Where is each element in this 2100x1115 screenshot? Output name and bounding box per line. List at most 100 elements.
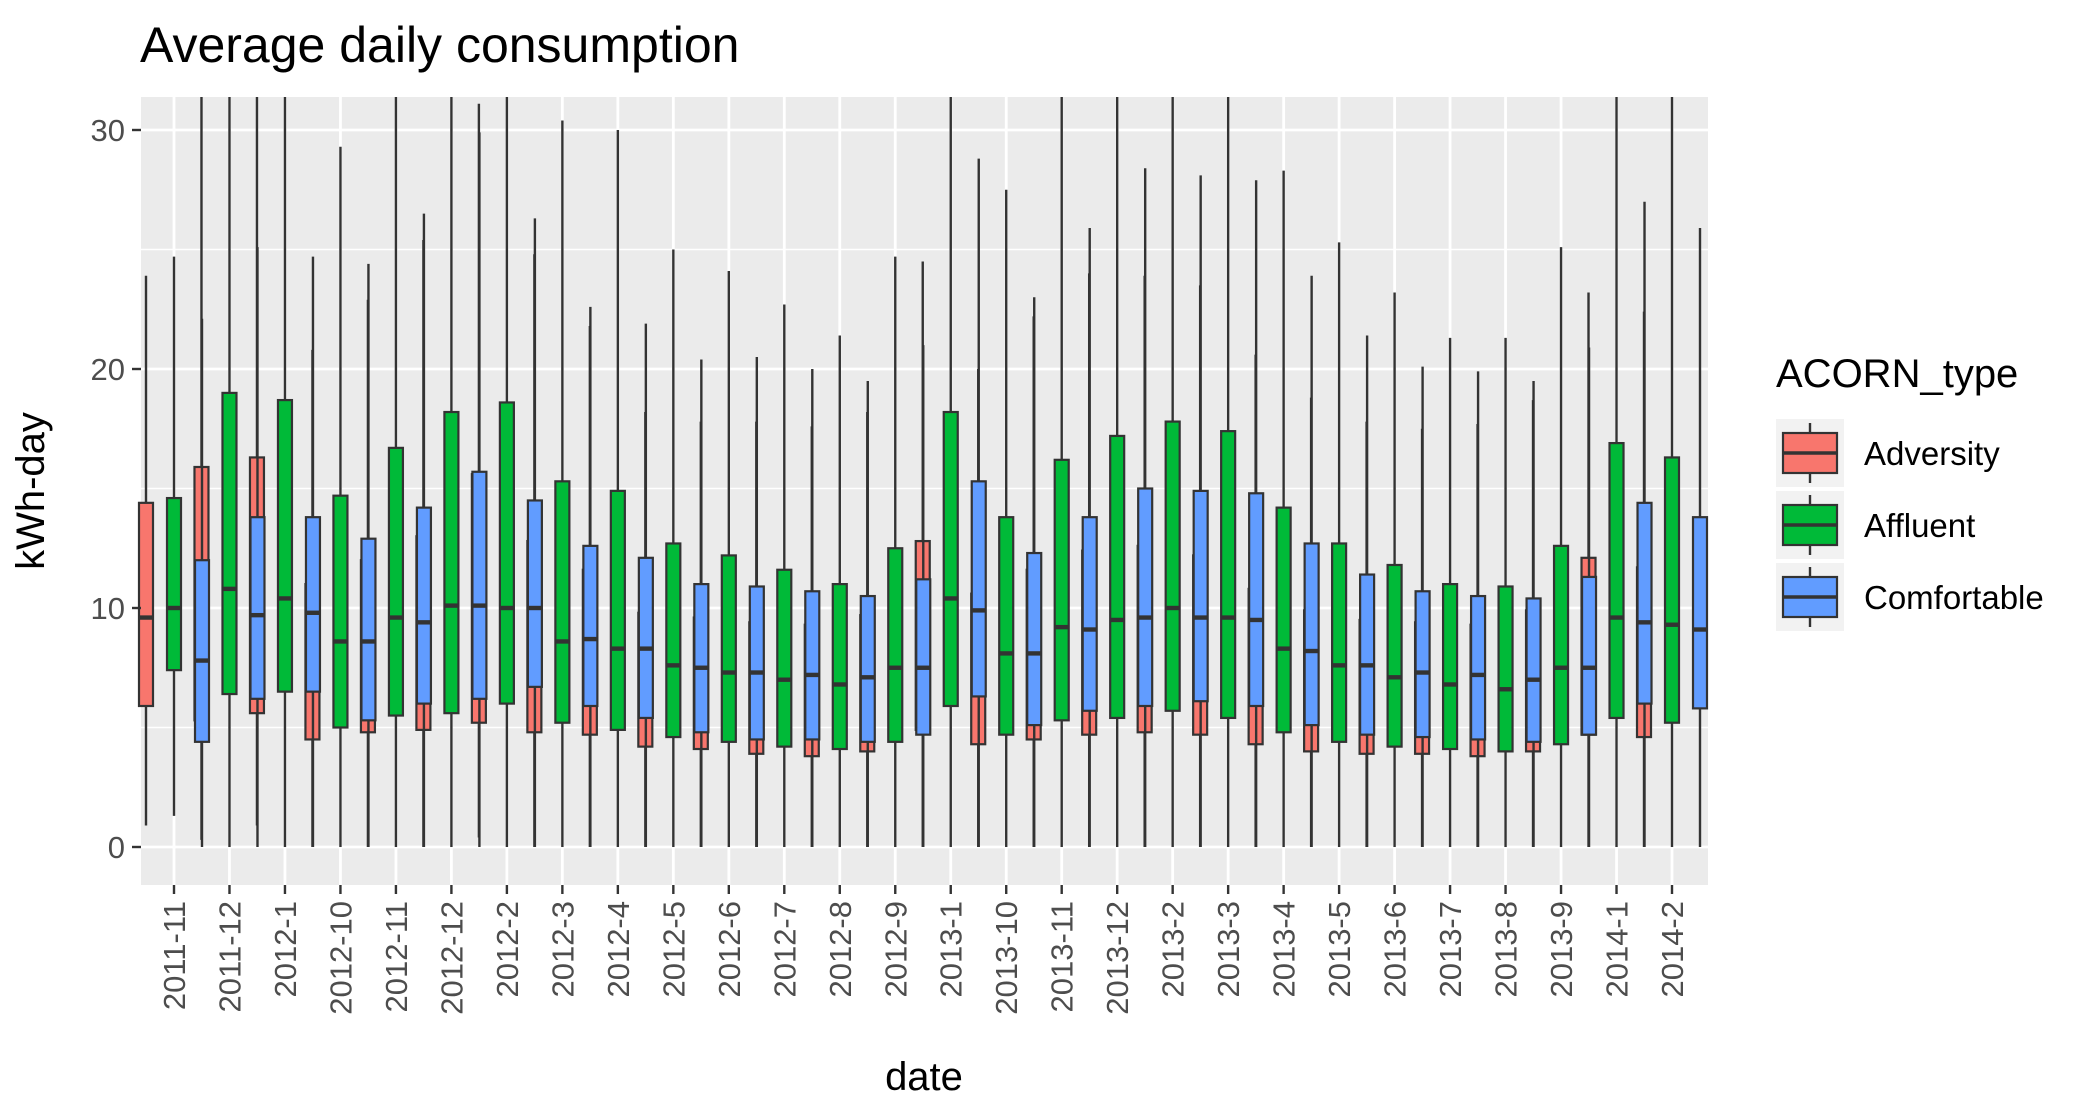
box-iqr [1691,516,1709,710]
legend-label: Adversity [1864,435,2000,472]
x-tick-label: 2012-2 [490,901,525,998]
box-comfortable [1469,371,1487,847]
legend-title: ACORN_type [1776,352,2018,396]
box-iqr [1331,542,1348,743]
x-tick-label: 2014-1 [1600,901,1635,998]
x-tick-label: 2011-12 [212,901,247,1012]
box-comfortable [360,263,377,847]
box-iqr [165,496,183,672]
box-affluent [387,97,405,847]
box-adversity [137,275,155,826]
x-axis: 2011-11 2011-12 2012-1 2012-10 2012-11 2012-1… [157,885,1690,1015]
box-iqr [1359,573,1376,736]
box-iqr [1663,456,1681,724]
box-affluent [498,97,515,847]
box-comfortable [637,323,654,847]
box-iqr [859,594,876,743]
series-affluent [165,97,1681,847]
box-iqr [443,410,460,715]
box-affluent [1220,97,1237,847]
box-iqr [1636,501,1653,705]
x-tick-label: 2012-10 [323,901,358,1015]
box-iqr [360,537,377,722]
box-iqr [304,516,322,693]
box-iqr [1525,597,1542,743]
box-affluent [1663,97,1681,847]
box-iqr [1608,441,1625,720]
box-iqr [137,501,155,708]
box-iqr [1386,563,1403,748]
box-iqr [720,554,737,743]
box-iqr [1081,516,1098,712]
plot-panel [141,97,1708,885]
box-iqr [1497,585,1514,753]
box-iqr [1137,487,1154,708]
box-affluent [221,97,238,847]
box-comfortable [915,345,932,847]
box-comfortable [1414,366,1431,847]
box-iqr [942,410,959,708]
box-iqr [415,506,433,705]
legend-label: Affluent [1864,507,1975,544]
box-iqr [887,547,904,743]
box-iqr [1275,506,1292,734]
box-comfortable [1359,335,1376,847]
box-affluent [1497,337,1514,847]
chart-title: Average daily consumption [140,17,739,73]
x-tick-label: 2013-11 [1045,901,1080,1012]
box-comfortable [1580,347,1598,847]
box-iqr [221,391,238,696]
x-tick-label: 2012-11 [379,901,414,1012]
x-tick-label: 2013-8 [1489,901,1524,998]
box-comfortable [1192,175,1209,847]
box-iqr [1192,489,1209,703]
box-affluent [554,120,571,847]
box-iqr [582,544,599,708]
x-tick-label: 2013-6 [1378,901,1413,998]
box-comfortable [1636,201,1653,847]
box-iqr [249,516,266,700]
box-iqr [748,585,765,741]
x-tick-label: 2013-9 [1544,901,1579,998]
box-affluent [665,249,682,847]
box-iqr [1580,575,1598,736]
x-tick-label: 2012-3 [545,901,580,998]
box-iqr [1414,590,1431,739]
x-tick-label: 2012-5 [656,901,691,998]
box-iqr [1441,582,1459,751]
box-iqr [915,578,932,736]
box-iqr [693,582,710,734]
box-affluent [1608,97,1625,847]
box-comfortable [1525,380,1542,847]
box-affluent [276,97,294,847]
x-tick-label: 2013-4 [1267,901,1302,998]
box-iqr [526,499,543,688]
box-comfortable [970,158,987,847]
box-affluent [1331,242,1348,847]
box-affluent [887,256,904,847]
x-tick-label: 2013-3 [1211,901,1246,998]
box-comfortable [1081,227,1098,847]
legend-item-adversity: Adversity [1776,419,2000,487]
x-tick-label: 2013-5 [1322,901,1357,998]
box-comfortable [471,132,488,847]
box-iqr [471,470,488,700]
box-comfortable [1026,297,1043,847]
box-affluent [1164,97,1181,847]
box-iqr [1552,544,1570,746]
x-tick-label: 2013-12 [1100,901,1135,1015]
box-comfortable [1303,275,1320,847]
box-comfortable [1248,180,1265,847]
box-iqr [970,480,987,698]
box-affluent [998,189,1015,847]
box-comfortable [1137,168,1154,847]
box-affluent [1275,170,1292,847]
x-tick-label: 2013-10 [989,901,1024,1015]
x-tick-label: 2012-1 [268,901,303,998]
box-layer [137,97,1709,847]
box-affluent [720,271,737,847]
y-tick-label: 30 [91,113,125,148]
box-iqr [1220,430,1237,720]
box-affluent [1386,292,1403,847]
